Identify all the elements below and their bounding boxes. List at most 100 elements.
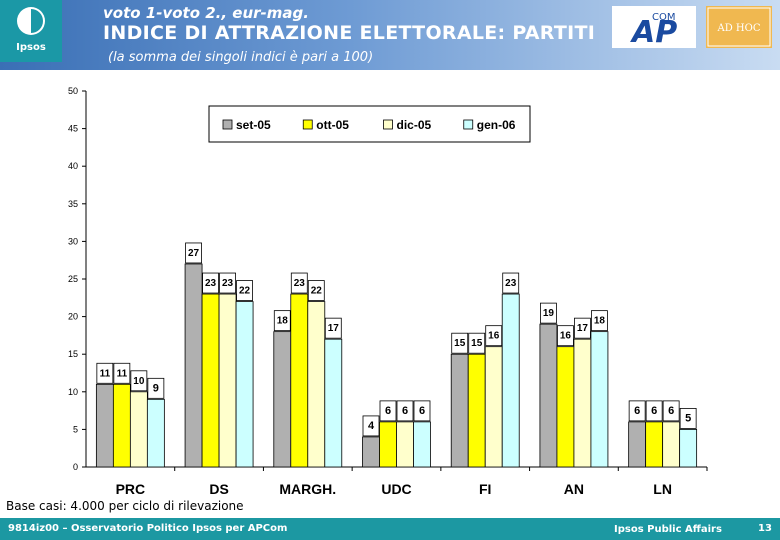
data-label: 10 [133,376,145,387]
data-label: 18 [594,316,606,327]
y-tick-label: 5 [73,424,78,434]
y-tick-label: 0 [73,462,78,472]
data-label-box [451,332,469,354]
bar [539,323,558,468]
title-line-1: voto 1-voto 2., eur-mag. [103,4,309,22]
bar [396,421,414,468]
x-category-label: MARGH. [279,481,336,497]
data-label: 23 [294,278,306,289]
data-label-box [628,400,646,422]
x-category-label: PRC [116,481,146,497]
apcom-logo: AP COM [612,6,696,50]
data-label: 15 [454,338,466,349]
data-label: 4 [368,420,375,432]
bar [112,383,131,468]
data-label: 18 [277,316,289,327]
y-tick-label: 45 [68,124,78,134]
y-tick-label: 50 [68,86,78,96]
data-label: 16 [488,331,500,342]
data-label: 23 [205,278,217,289]
data-label: 11 [117,368,128,379]
data-label-box [468,332,486,354]
data-label-box [307,280,325,301]
y-tick-label: 30 [68,236,78,246]
legend-label: ott-05 [316,118,349,132]
bar [184,263,203,468]
partner-logo: AD HOC [706,6,772,48]
bar [95,383,114,468]
bar [218,293,237,468]
bar [573,338,592,468]
data-label-box [236,280,253,301]
bar [645,421,664,468]
legend-swatch [463,119,474,130]
ipsos-logo-box: Ipsos [0,0,62,62]
data-label-box [324,317,342,339]
bar [273,331,292,468]
page-title: INDICE DI ATTRAZIONE ELETTORALE: PARTITI [103,22,596,44]
bar [679,428,698,468]
bar [235,301,254,468]
apcom-logo-text: AP [630,15,677,48]
data-label: 22 [239,286,251,297]
bar [379,421,397,468]
footer-source: 9814iz00 – Osservatorio Politico Ipsos p… [8,523,288,534]
data-label-box [396,400,414,422]
data-label-box [96,362,114,384]
bar [290,293,309,468]
data-label-box [645,400,663,422]
y-tick-label: 40 [68,161,78,171]
data-label: 16 [560,331,572,342]
page-number: 13 [758,523,772,534]
base-note: Base casi: 4.000 per ciclo di rilevazion… [6,499,244,513]
legend-label: dic-05 [397,118,432,132]
bar [362,436,380,468]
data-label: 6 [419,405,425,417]
data-label: 15 [471,338,483,349]
data-label: 6 [634,405,640,417]
data-label: 6 [651,405,657,417]
data-label-box [662,400,680,422]
bar [501,293,520,468]
y-tick-label: 15 [68,349,78,359]
bar [307,301,326,468]
bar [628,421,647,468]
data-label-box [202,272,219,294]
x-category-label: DS [209,481,228,497]
legend-swatch [222,119,233,130]
ipsos-logo-text: Ipsos [16,42,46,53]
data-label-box [379,400,397,422]
x-category-label: AN [564,481,584,497]
legend-label: set-05 [236,118,271,132]
partner-logo-text: AD HOC [717,23,761,34]
x-category-label: LN [653,481,672,497]
data-label-box [130,370,148,392]
data-label: 23 [505,278,517,289]
data-label: 23 [222,278,234,289]
y-tick-label: 20 [68,312,78,322]
data-label: 27 [188,248,200,259]
data-label-box [574,317,591,339]
y-tick-label: 10 [68,387,78,397]
bar [129,391,148,468]
data-label: 6 [385,405,391,417]
x-category-label: UDC [381,481,411,497]
data-label-box [413,400,431,422]
bar [590,331,609,468]
subtitle: (la somma dei singoli indici è pari a 10… [108,50,374,65]
footer-bar: 9814iz00 – Osservatorio Politico Ipsos p… [0,518,780,540]
data-label-box [591,310,608,332]
data-label-box [540,302,557,324]
data-label-box [113,362,131,384]
footer-company: Ipsos Public Affairs [614,524,722,535]
data-label-box [362,415,380,437]
chart-legend: set-05 ott-05 dic-05 gen-06 [208,105,531,143]
data-label: 22 [311,286,323,297]
x-category-label: FI [479,481,491,497]
bar [484,346,503,468]
data-label: 5 [685,412,691,424]
ipsos-logo-icon: Ipsos [16,7,46,53]
